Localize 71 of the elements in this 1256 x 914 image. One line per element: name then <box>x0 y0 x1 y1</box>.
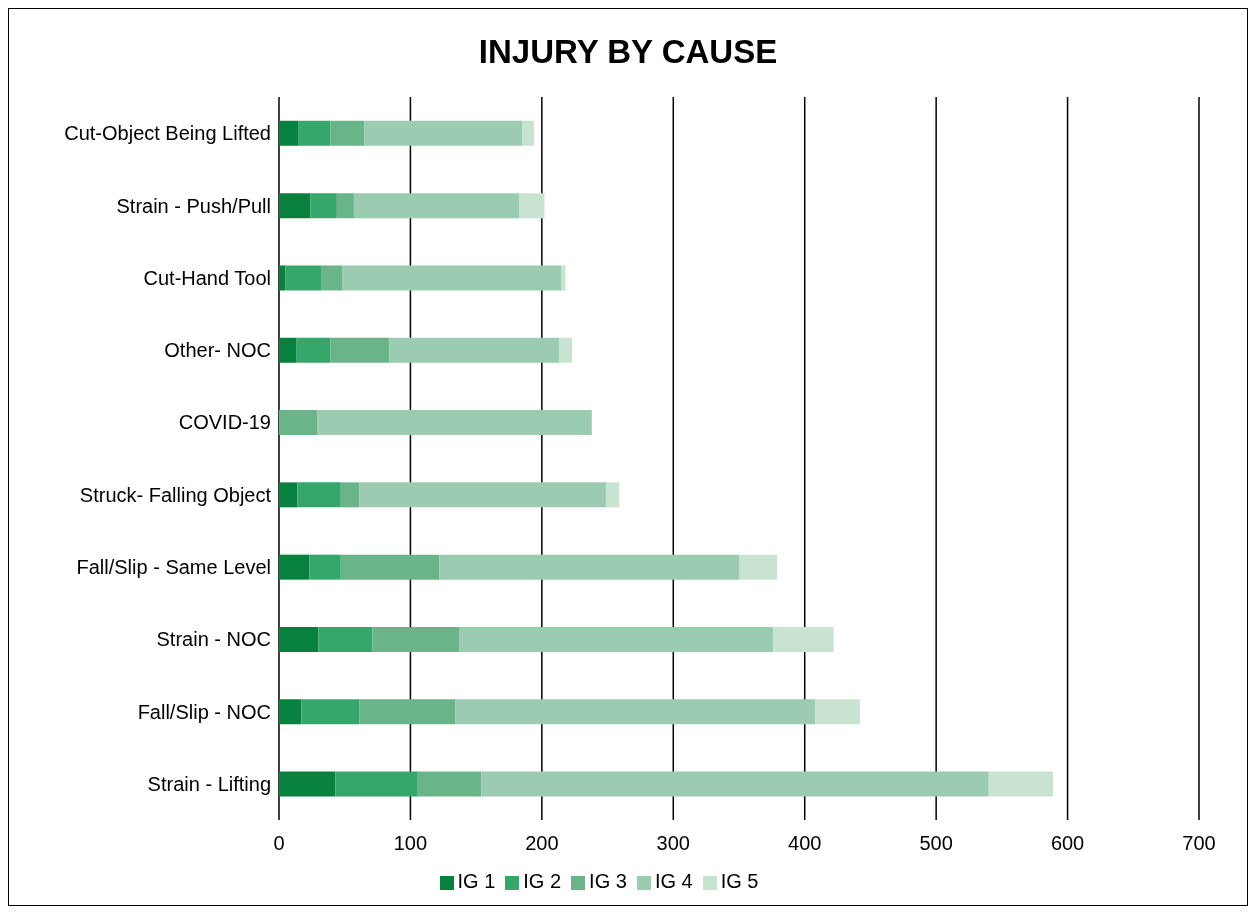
bar <box>988 771 1054 797</box>
bar <box>318 626 373 652</box>
x-tick-label: 0 <box>273 832 285 855</box>
bar <box>359 699 456 725</box>
bar <box>364 120 523 146</box>
x-tick-label: 600 <box>1050 832 1085 855</box>
bar <box>340 554 440 580</box>
y-tick-label: Strain - Lifting <box>147 772 271 795</box>
bar <box>309 554 341 580</box>
bar <box>372 626 460 652</box>
bar <box>330 337 390 363</box>
chart-title: INJURY BY CAUSE <box>477 32 779 72</box>
bar <box>340 482 360 508</box>
bar <box>279 410 318 436</box>
bar <box>321 265 343 291</box>
bar <box>773 626 834 652</box>
bar <box>561 265 566 291</box>
bar <box>519 193 545 219</box>
bar <box>279 193 311 219</box>
y-tick-label: Cut-Hand Tool <box>143 266 271 289</box>
bar <box>335 771 417 797</box>
legend-label: IG 4 <box>654 870 693 892</box>
bar <box>298 120 331 146</box>
bar <box>353 193 520 219</box>
bar <box>739 554 778 580</box>
bar <box>279 265 286 291</box>
bar <box>297 482 341 508</box>
x-tick-label: 500 <box>919 832 953 855</box>
x-tick-label: 400 <box>788 832 822 855</box>
bar <box>459 626 774 652</box>
legend-label: IG 2 <box>523 870 562 892</box>
bar <box>336 193 354 219</box>
x-tick-label: 700 <box>1182 832 1216 855</box>
bar <box>279 771 336 797</box>
bar <box>815 699 860 725</box>
bar <box>310 193 337 219</box>
y-tick-label: Other- NOC <box>164 339 271 362</box>
bar <box>359 482 607 508</box>
bar <box>285 265 322 291</box>
bar <box>342 265 562 291</box>
legend-label: IG 1 <box>457 870 496 892</box>
bar <box>279 337 297 363</box>
bar <box>279 699 302 725</box>
y-tick-label: Fall/Slip - Same Level <box>76 556 271 579</box>
bar <box>417 771 482 797</box>
y-tick-label: Strain - NOC <box>156 628 271 651</box>
y-tick-label: Fall/Slip - NOC <box>137 700 271 723</box>
legend-label: IG 5 <box>720 870 759 892</box>
bar <box>522 120 534 146</box>
bar <box>296 337 331 363</box>
bar <box>317 410 592 436</box>
x-tick-label: 100 <box>393 832 428 855</box>
bar <box>279 554 310 580</box>
bar <box>330 120 365 146</box>
bar <box>301 699 360 725</box>
bar <box>279 120 299 146</box>
bar <box>439 554 739 580</box>
bar <box>455 699 816 725</box>
bar <box>389 337 559 363</box>
bar <box>606 482 620 508</box>
x-tick-label: 300 <box>656 832 690 855</box>
bar <box>279 482 298 508</box>
bar <box>481 771 989 797</box>
x-tick-label: 200 <box>525 832 559 855</box>
bar <box>558 337 573 363</box>
y-tick-label: Struck- Falling Object <box>79 483 272 506</box>
y-tick-label: Cut-Object Being Lifted <box>64 122 271 145</box>
bar <box>279 626 319 652</box>
y-tick-label: COVID-19 <box>178 411 271 434</box>
legend-label: IG 3 <box>589 870 627 892</box>
y-tick-label: Strain - Push/Pull <box>116 194 271 217</box>
